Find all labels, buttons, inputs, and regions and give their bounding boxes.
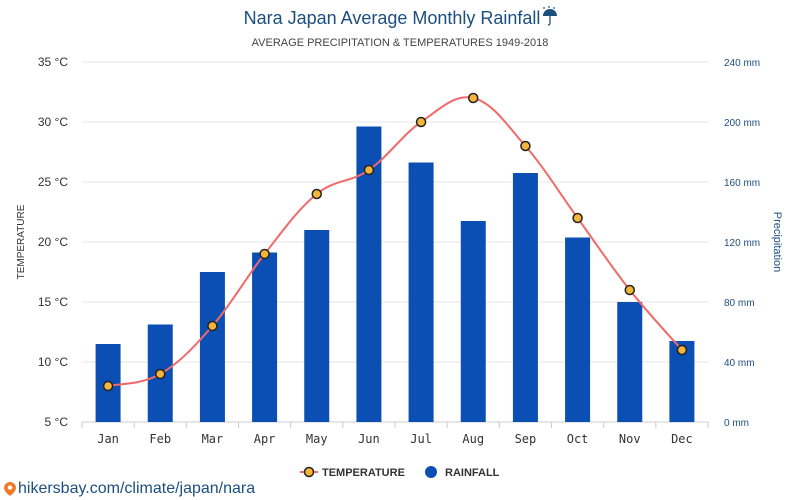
rainfall-bar[interactable]: [512, 173, 538, 422]
y-left-tick-label: 10 °C: [38, 355, 68, 369]
rainfall-bar[interactable]: [304, 230, 330, 422]
x-tick-label: Jan: [97, 432, 119, 446]
y-left-tick-label: 15 °C: [38, 295, 68, 309]
source-link[interactable]: hikersbay.com/climate/japan/nara: [4, 480, 255, 498]
x-tick-label: Apr: [254, 432, 276, 446]
y-left-tick-label: 30 °C: [38, 115, 68, 129]
temperature-point[interactable]: [155, 368, 166, 380]
temperature-point[interactable]: [259, 248, 270, 260]
x-tick-label: Jul: [410, 432, 432, 446]
y-left-tick-label: 5 °C: [45, 415, 69, 429]
temperature-point[interactable]: [676, 344, 688, 356]
legend-item-temperature[interactable]: TEMPERATURE: [300, 466, 405, 479]
chart-subtitle: AVERAGE PRECIPITATION & TEMPERATURES 194…: [252, 37, 549, 49]
y-right-tick-label: 200 mm: [724, 118, 760, 129]
x-tick-label: Aug: [462, 432, 484, 446]
temperature-point[interactable]: [311, 188, 322, 200]
y-axis-left: 35 °C 30 °C 25 °C 20 °C 15 °C 10 °C 5 °C: [38, 55, 68, 429]
rainfall-bar[interactable]: [617, 302, 643, 422]
source-url: hikersbay.com/climate/japan/nara: [18, 480, 256, 497]
temperature-point[interactable]: [207, 320, 218, 332]
temperature-point[interactable]: [624, 284, 635, 296]
rainfall-bar[interactable]: [199, 272, 225, 422]
x-tick-label: Sep: [515, 432, 537, 446]
temperature-point[interactable]: [520, 140, 531, 152]
y-right-tick-label: 120 mm: [724, 238, 760, 249]
umbrella-icon: [543, 6, 557, 26]
rainfall-bars: [95, 126, 695, 423]
legend-label-rainfall: RAINFALL: [445, 467, 500, 479]
y-axis-right-title: Precipitation: [771, 212, 783, 273]
x-tick-label: Oct: [567, 432, 589, 446]
y-axis-left-title: TEMPERATURE: [16, 204, 27, 279]
y-left-tick-label: 35 °C: [38, 55, 68, 69]
y-right-tick-label: 0 mm: [724, 418, 749, 429]
legend-bar-swatch: [425, 466, 437, 478]
y-left-tick-label: 20 °C: [38, 235, 68, 249]
y-axis-right: 240 mm 200 mm 160 mm 120 mm 80 mm 40 mm 0 mm: [724, 58, 760, 429]
x-tick-label: Feb: [149, 432, 171, 446]
legend-label-temperature: TEMPERATURE: [322, 467, 405, 479]
y-right-tick-label: 40 mm: [724, 358, 755, 369]
legend: TEMPERATURE RAINFALL: [300, 466, 500, 479]
y-right-tick-label: 80 mm: [724, 298, 755, 309]
x-tick-label: Nov: [619, 432, 641, 446]
y-right-tick-label: 240 mm: [724, 58, 760, 69]
chart-header: Nara Japan Average Monthly Rainfall AVER…: [244, 6, 557, 49]
temperature-point[interactable]: [415, 116, 427, 128]
x-tick-label: May: [306, 432, 328, 446]
chart-title: Nara Japan Average Monthly Rainfall: [244, 8, 541, 28]
temperature-point[interactable]: [468, 92, 479, 104]
rainfall-bar[interactable]: [565, 237, 591, 423]
rainfall-bar[interactable]: [460, 221, 486, 422]
rainfall-bar[interactable]: [252, 252, 278, 423]
temperature-point[interactable]: [363, 164, 375, 176]
legend-marker-swatch: [303, 466, 315, 478]
temperature-point[interactable]: [102, 380, 114, 392]
x-tick-label: Dec: [671, 432, 693, 446]
temperature-points: [102, 92, 688, 392]
x-axis: Jan Feb Mar Apr May Jun Jul Aug Sep Oct Nov Dec: [81, 422, 709, 446]
legend-item-rainfall[interactable]: RAINFALL: [425, 466, 500, 479]
x-tick-label: Jun: [358, 432, 380, 446]
temperature-point[interactable]: [572, 212, 583, 224]
rainfall-bar[interactable]: [408, 162, 434, 423]
x-tick-label: Mar: [202, 432, 224, 446]
y-right-tick-label: 160 mm: [724, 178, 760, 189]
map-pin-icon: [4, 482, 16, 496]
gridlines: [82, 61, 708, 423]
y-left-tick-label: 25 °C: [38, 175, 68, 189]
